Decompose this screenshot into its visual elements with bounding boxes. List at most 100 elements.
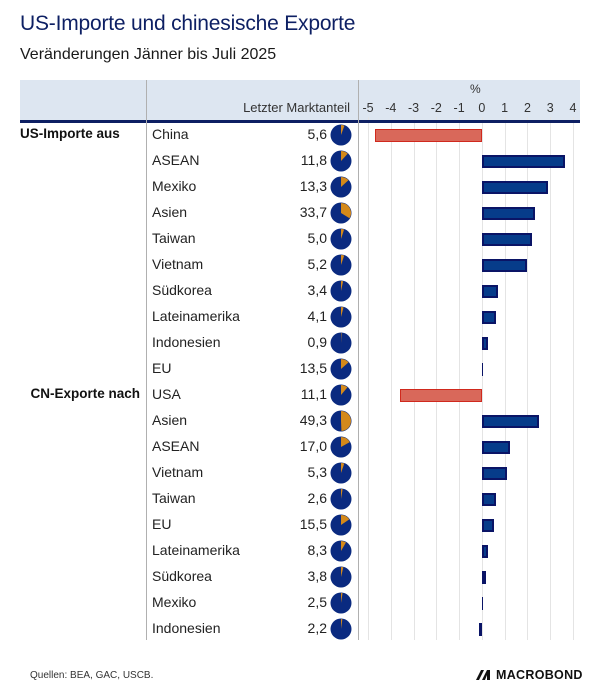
row-share-value: 5,2 <box>307 256 327 272</box>
macrobond-logo-icon <box>476 670 490 680</box>
share-pie <box>330 280 352 302</box>
header-underline <box>20 120 580 123</box>
share-pie <box>330 332 352 354</box>
pie-share-slice <box>341 151 348 161</box>
pie-share-slice <box>341 255 345 265</box>
share-pie <box>330 306 352 328</box>
pie-share-slice <box>341 333 342 343</box>
pie-share-slice <box>341 203 351 219</box>
row-name: Lateinamerika <box>152 542 240 558</box>
row-share-value: 33,7 <box>299 204 327 220</box>
row-share-value: 5,3 <box>307 464 327 480</box>
share-pie <box>330 514 352 536</box>
pie-share-slice <box>341 229 345 239</box>
change-bar <box>481 545 488 558</box>
chart-subtitle: Veränderungen Jänner bis Juli 2025 <box>20 46 277 63</box>
x-tick-label: 4 <box>569 101 577 115</box>
x-tick-label: -4 <box>385 101 397 115</box>
pie-share-slice <box>341 307 344 317</box>
x-tick-label: -1 <box>453 101 465 115</box>
change-bar <box>481 311 496 324</box>
group-label: CN-Exporte nach <box>30 386 140 401</box>
share-pie <box>330 488 352 510</box>
row-share-value: 11,1 <box>300 386 327 402</box>
unit-label: % <box>470 82 481 96</box>
source-note: Quellen: BEA, GAC, USCB. <box>30 670 154 681</box>
x-tick-label: 1 <box>501 101 509 115</box>
row-share-value: 4,1 <box>307 308 327 324</box>
pie-share-slice <box>341 488 343 499</box>
row-name: Indonesien <box>152 620 221 636</box>
row-share-value: 2,5 <box>307 594 327 610</box>
share-pie <box>330 566 352 588</box>
share-pie <box>330 124 352 146</box>
share-pie <box>330 462 352 484</box>
share-pie <box>330 592 352 614</box>
change-bar <box>481 441 511 454</box>
share-pie <box>330 358 352 380</box>
macrobond-logo: MACROBOND <box>476 668 583 682</box>
x-tick-label: -2 <box>430 101 442 115</box>
pie-share-slice <box>341 124 345 135</box>
gridline <box>481 117 483 640</box>
divider-right <box>358 80 359 640</box>
share-pie <box>330 150 352 172</box>
change-bar <box>479 623 482 636</box>
change-bar <box>481 571 487 584</box>
row-name: China <box>152 126 189 142</box>
change-bar <box>481 207 536 220</box>
row-share-value: 2,2 <box>307 620 327 636</box>
share-pie <box>330 254 352 276</box>
gridline <box>459 117 461 640</box>
row-share-value: 13,5 <box>299 360 327 376</box>
pie-share-slice <box>341 541 346 551</box>
row-name: USA <box>152 386 181 402</box>
x-tick-label: -5 <box>362 101 374 115</box>
gridline <box>368 117 369 640</box>
share-pie <box>330 202 352 224</box>
share-pie <box>330 384 352 406</box>
pie-share-slice <box>341 359 349 369</box>
group-label: US-Importe aus <box>20 126 120 141</box>
row-name: Südkorea <box>152 568 212 584</box>
change-bar <box>481 519 495 532</box>
row-share-value: 17,0 <box>299 438 327 454</box>
row-share-value: 49,3 <box>299 412 327 428</box>
row-name: Indonesien <box>152 334 221 350</box>
row-name: Asien <box>152 412 188 428</box>
row-name: EU <box>152 516 172 532</box>
gridline <box>550 117 552 640</box>
row-share-value: 13,3 <box>299 178 327 194</box>
row-name: EU <box>152 360 172 376</box>
row-name: Asien <box>152 204 188 220</box>
header-band <box>20 80 580 120</box>
x-tick-label: 2 <box>523 101 531 115</box>
divider-left <box>146 80 147 640</box>
row-share-value: 3,4 <box>307 282 327 298</box>
row-share-value: 5,0 <box>307 230 327 246</box>
pie-share-slice <box>341 281 344 291</box>
row-share-value: 3,8 <box>307 568 327 584</box>
change-bar <box>481 181 548 194</box>
gridline <box>390 117 392 640</box>
change-bar <box>481 259 528 272</box>
change-bar <box>481 233 532 246</box>
row-share-value: 5,6 <box>307 126 327 142</box>
pie-share-slice <box>341 515 350 525</box>
change-bar <box>399 389 482 402</box>
share-pie <box>330 540 352 562</box>
row-share-value: 15,5 <box>299 516 327 532</box>
pie-share-slice <box>341 411 351 431</box>
share-pie <box>330 436 352 458</box>
pie-share-slice <box>341 385 348 395</box>
change-bar <box>481 285 498 298</box>
row-share-value: 8,3 <box>307 542 327 558</box>
row-name: Taiwan <box>152 230 196 246</box>
row-name: ASEAN <box>152 152 200 168</box>
chart-title: US-Importe und chinesische Exporte <box>20 12 356 35</box>
pie-share-slice <box>341 567 344 577</box>
row-name: Südkorea <box>152 282 212 298</box>
row-share-value: 0,9 <box>307 334 327 350</box>
share-pie <box>330 176 352 198</box>
share-pie <box>330 410 352 432</box>
